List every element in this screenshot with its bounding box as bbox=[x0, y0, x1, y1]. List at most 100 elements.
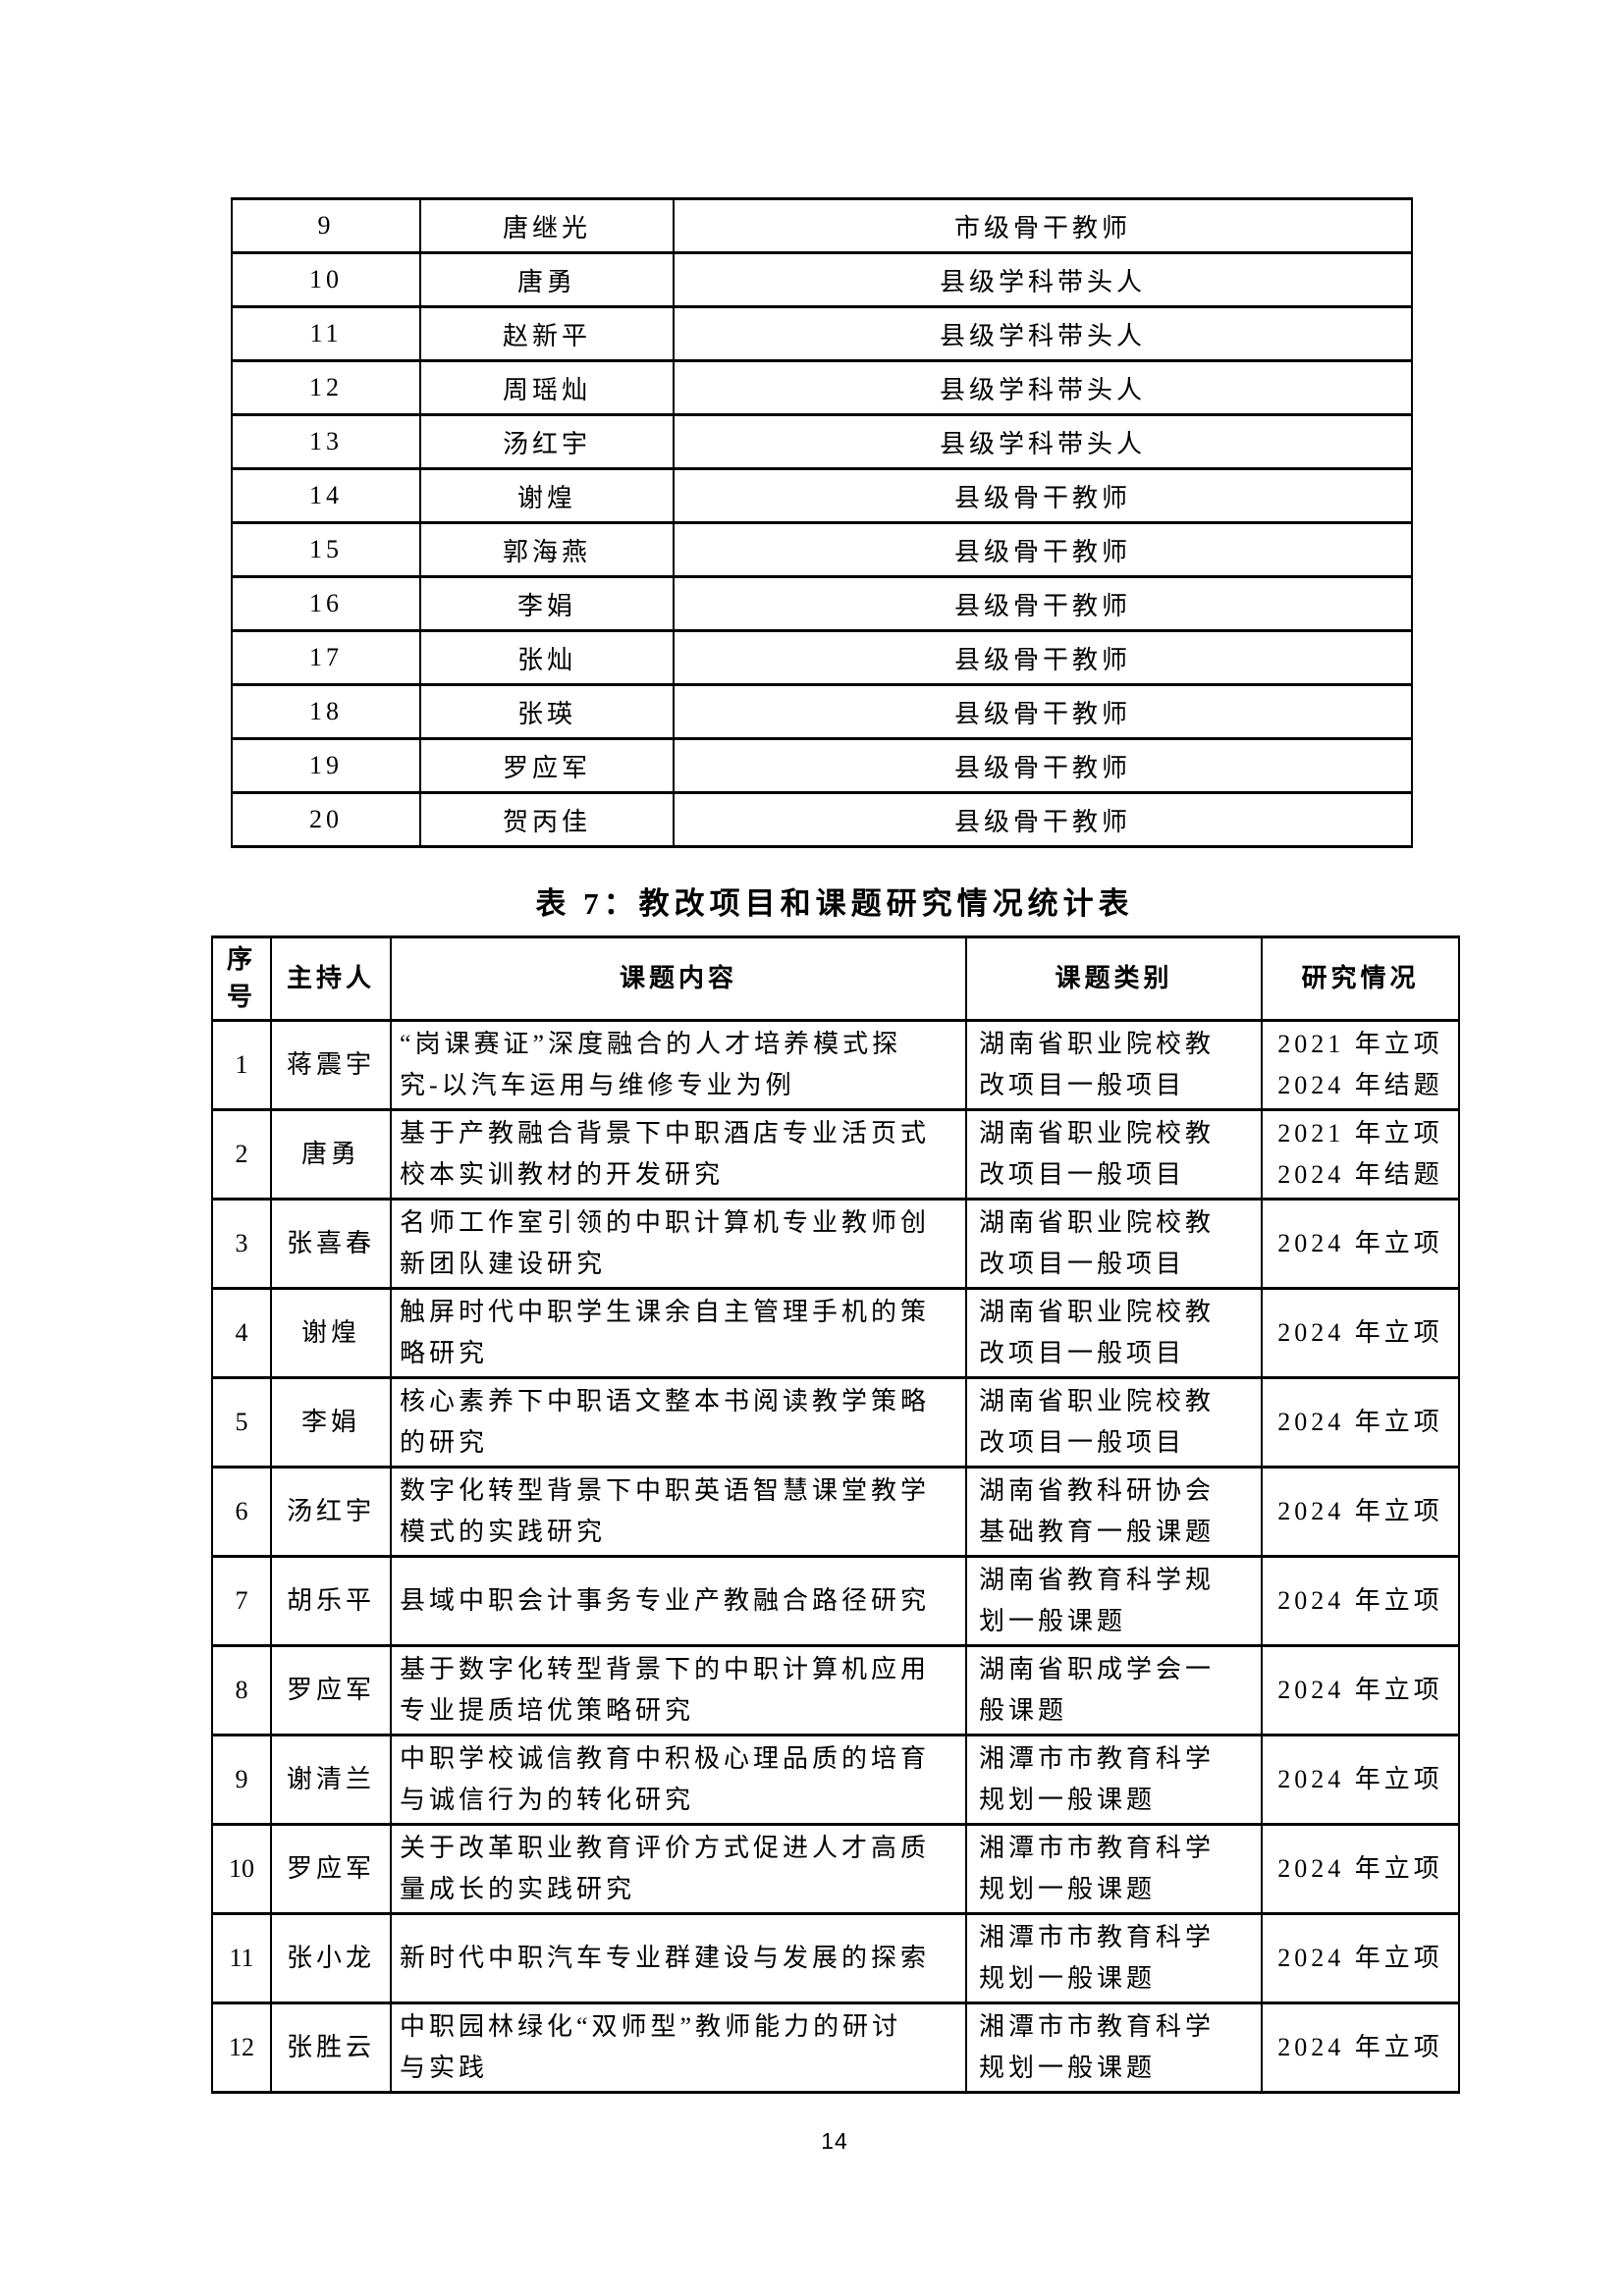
seq-cell: 10 bbox=[211, 1823, 272, 1915]
seq-cell: 3 bbox=[211, 1198, 272, 1290]
table-row: 6 汤红宇 数字化转型背景下中职英语智慧课堂教学 模式的实践研究 湖南省教科研协… bbox=[211, 1466, 1460, 1558]
seq-cell: 11 bbox=[231, 305, 421, 362]
topic-cell: 县域中职会计事务专业产教融合路径研究 bbox=[390, 1555, 967, 1647]
header-status: 研究情况 bbox=[1261, 935, 1460, 1022]
topic-cell: 数字化转型背景下中职英语智慧课堂教学 模式的实践研究 bbox=[390, 1466, 967, 1558]
honor-cell: 县级骨干教师 bbox=[673, 791, 1413, 848]
honor-cell: 县级学科带头人 bbox=[673, 305, 1413, 362]
table-row: 14 谢煌 县级骨干教师 bbox=[231, 467, 1413, 524]
honor-cell: 县级骨干教师 bbox=[673, 683, 1413, 740]
table-row: 4 谢煌 触屏时代中职学生课余自主管理手机的策 略研究 湖南省职业院校教 改项目… bbox=[211, 1287, 1460, 1379]
name-cell: 赵新平 bbox=[419, 305, 675, 362]
status-cell: 2021 年立项 2024 年结题 bbox=[1261, 1108, 1460, 1201]
host-cell: 胡乐平 bbox=[270, 1555, 392, 1647]
table-row: 15 郭海燕 县级骨干教师 bbox=[231, 521, 1413, 578]
seq-cell: 12 bbox=[231, 359, 421, 416]
name-cell: 郭海燕 bbox=[419, 521, 675, 578]
host-cell: 汤红宇 bbox=[270, 1466, 392, 1558]
host-cell: 唐勇 bbox=[270, 1108, 392, 1201]
status-cell: 2024 年立项 bbox=[1261, 2002, 1460, 2094]
seq-cell: 16 bbox=[231, 575, 421, 632]
category-cell: 湖南省职业院校教 改项目一般项目 bbox=[965, 1376, 1263, 1468]
name-cell: 唐勇 bbox=[419, 251, 675, 308]
table-row: 8 罗应军 基于数字化转型背景下的中职计算机应用 专业提质培优策略研究 湖南省职… bbox=[211, 1644, 1460, 1736]
honor-cell: 县级骨干教师 bbox=[673, 521, 1413, 578]
category-cell: 湘潭市市教育科学 规划一般课题 bbox=[965, 1734, 1263, 1826]
honor-cell: 县级骨干教师 bbox=[673, 575, 1413, 632]
status-cell: 2024 年立项 bbox=[1261, 1466, 1460, 1558]
name-cell: 贺丙佳 bbox=[419, 791, 675, 848]
seq-cell: 1 bbox=[211, 1019, 272, 1111]
status-cell: 2024 年立项 bbox=[1261, 1376, 1460, 1468]
name-cell: 李娟 bbox=[419, 575, 675, 632]
table-row: 11 赵新平 县级学科带头人 bbox=[231, 305, 1413, 362]
table-row: 9 唐继光 市级骨干教师 bbox=[231, 197, 1413, 254]
teacher-honors-table: 9 唐继光 市级骨干教师 10 唐勇 县级学科带头人 11 赵新平 县级学科带头… bbox=[231, 197, 1413, 848]
category-cell: 湖南省职业院校教 改项目一般项目 bbox=[965, 1287, 1263, 1379]
topic-cell: 中职学校诚信教育中积极心理品质的培育 与诚信行为的转化研究 bbox=[390, 1734, 967, 1826]
category-cell: 湖南省教育科学规 划一般课题 bbox=[965, 1555, 1263, 1647]
research-projects-table: 序 号 主持人 课题内容 课题类别 研究情况 1 蒋震宇 “岗课赛证”深度融合的… bbox=[211, 935, 1460, 2094]
honor-cell: 县级骨干教师 bbox=[673, 629, 1413, 686]
category-cell: 湖南省职业院校教 改项目一般项目 bbox=[965, 1198, 1263, 1290]
seq-cell: 4 bbox=[211, 1287, 272, 1379]
seq-cell: 7 bbox=[211, 1555, 272, 1647]
seq-cell: 17 bbox=[231, 629, 421, 686]
host-cell: 张小龙 bbox=[270, 1912, 392, 2004]
seq-cell: 19 bbox=[231, 737, 421, 794]
name-cell: 唐继光 bbox=[419, 197, 675, 254]
table-row: 7 胡乐平 县域中职会计事务专业产教融合路径研究 湖南省教育科学规 划一般课题 … bbox=[211, 1555, 1460, 1647]
honor-cell: 市级骨干教师 bbox=[673, 197, 1413, 254]
seq-cell: 8 bbox=[211, 1644, 272, 1736]
name-cell: 张灿 bbox=[419, 629, 675, 686]
seq-cell: 9 bbox=[211, 1734, 272, 1826]
table-row: 17 张灿 县级骨干教师 bbox=[231, 629, 1413, 686]
status-cell: 2024 年立项 bbox=[1261, 1198, 1460, 1290]
table-header-row: 序 号 主持人 课题内容 课题类别 研究情况 bbox=[211, 935, 1460, 1022]
category-cell: 湖南省职成学会一 般课题 bbox=[965, 1644, 1263, 1736]
topic-cell: 中职园林绿化“双师型”教师能力的研讨 与实践 bbox=[390, 2002, 967, 2094]
status-cell: 2024 年立项 bbox=[1261, 1555, 1460, 1647]
table-row: 12 张胜云 中职园林绿化“双师型”教师能力的研讨 与实践 湘潭市市教育科学 规… bbox=[211, 2002, 1460, 2094]
honor-cell: 县级学科带头人 bbox=[673, 359, 1413, 416]
header-seq: 序 号 bbox=[211, 935, 272, 1022]
honor-cell: 县级学科带头人 bbox=[673, 413, 1413, 470]
seq-cell: 20 bbox=[231, 791, 421, 848]
host-cell: 张胜云 bbox=[270, 2002, 392, 2094]
category-cell: 湖南省职业院校教 改项目一般项目 bbox=[965, 1019, 1263, 1111]
category-cell: 湘潭市市教育科学 规划一般课题 bbox=[965, 1912, 1263, 2004]
topic-cell: 关于改革职业教育评价方式促进人才高质 量成长的实践研究 bbox=[390, 1823, 967, 1915]
seq-cell: 14 bbox=[231, 467, 421, 524]
name-cell: 张瑛 bbox=[419, 683, 675, 740]
status-cell: 2024 年立项 bbox=[1261, 1823, 1460, 1915]
name-cell: 罗应军 bbox=[419, 737, 675, 794]
page-number: 14 bbox=[821, 2128, 848, 2154]
status-cell: 2021 年立项 2024 年结题 bbox=[1261, 1019, 1460, 1111]
host-cell: 李娟 bbox=[270, 1376, 392, 1468]
table-row: 2 唐勇 基于产教融合背景下中职酒店专业活页式 校本实训教材的开发研究 湖南省职… bbox=[211, 1108, 1460, 1201]
topic-cell: 新时代中职汽车专业群建设与发展的探索 bbox=[390, 1912, 967, 2004]
topic-cell: 核心素养下中职语文整本书阅读教学策略 的研究 bbox=[390, 1376, 967, 1468]
table-row: 10 唐勇 县级学科带头人 bbox=[231, 251, 1413, 308]
table-row: 12 周瑶灿 县级学科带头人 bbox=[231, 359, 1413, 416]
seq-cell: 5 bbox=[211, 1376, 272, 1468]
table-row: 11 张小龙 新时代中职汽车专业群建设与发展的探索 湘潭市市教育科学 规划一般课… bbox=[211, 1912, 1460, 2004]
table-row: 18 张瑛 县级骨干教师 bbox=[231, 683, 1413, 740]
topic-cell: “岗课赛证”深度融合的人才培养模式探 究-以汽车运用与维修专业为例 bbox=[390, 1019, 967, 1111]
table-row: 13 汤红宇 县级学科带头人 bbox=[231, 413, 1413, 470]
topic-cell: 名师工作室引领的中职计算机专业教师创 新团队建设研究 bbox=[390, 1198, 967, 1290]
header-content: 课题内容 bbox=[390, 935, 967, 1022]
seq-cell: 11 bbox=[211, 1912, 272, 2004]
section-title: 表 7：教改项目和课题研究情况统计表 bbox=[535, 886, 1134, 921]
table-row: 1 蒋震宇 “岗课赛证”深度融合的人才培养模式探 究-以汽车运用与维修专业为例 … bbox=[211, 1019, 1460, 1111]
status-cell: 2024 年立项 bbox=[1261, 1644, 1460, 1736]
host-cell: 罗应军 bbox=[270, 1644, 392, 1736]
host-cell: 谢清兰 bbox=[270, 1734, 392, 1826]
seq-cell: 10 bbox=[231, 251, 421, 308]
host-cell: 谢煌 bbox=[270, 1287, 392, 1379]
seq-cell: 18 bbox=[231, 683, 421, 740]
name-cell: 周瑶灿 bbox=[419, 359, 675, 416]
topic-cell: 触屏时代中职学生课余自主管理手机的策 略研究 bbox=[390, 1287, 967, 1379]
table-row: 3 张喜春 名师工作室引领的中职计算机专业教师创 新团队建设研究 湖南省职业院校… bbox=[211, 1198, 1460, 1290]
status-cell: 2024 年立项 bbox=[1261, 1734, 1460, 1826]
